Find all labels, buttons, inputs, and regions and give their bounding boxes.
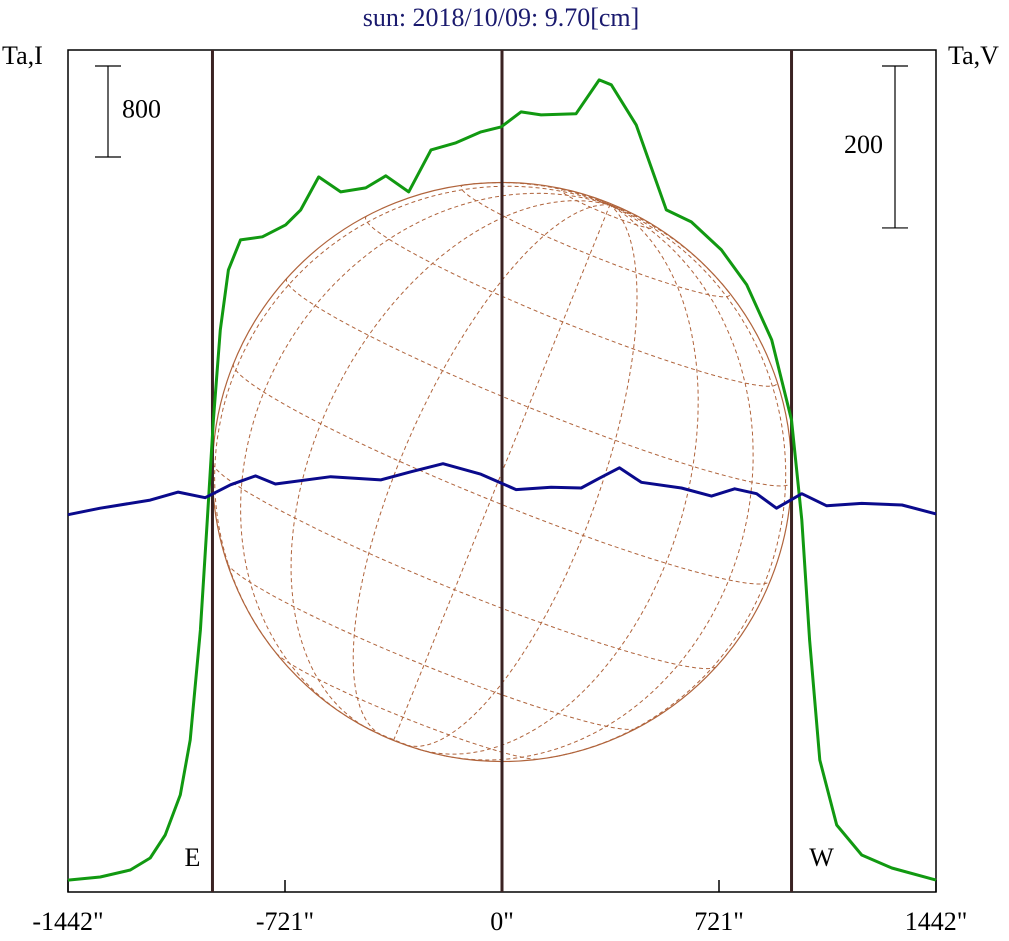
solar-grid-line — [240, 192, 611, 717]
y2-axis-label: Ta,V — [948, 41, 999, 70]
solar-grid-line — [285, 277, 792, 487]
solar-grid-line — [393, 204, 611, 741]
solar-grid-line — [406, 204, 638, 747]
solar-grid-line — [460, 184, 731, 298]
solar-disk-grid — [211, 181, 793, 763]
solar-grid-line — [549, 204, 787, 759]
x-tick-label: -721" — [256, 907, 314, 936]
solar-grid-line — [275, 652, 539, 760]
solar-grid-line — [443, 204, 754, 761]
solar-grid-line — [290, 200, 611, 731]
solar-grid-line — [364, 215, 778, 387]
solar-grid-line — [417, 204, 699, 755]
limb-label: W — [809, 843, 834, 872]
y-axis-label: Ta,I — [2, 41, 43, 70]
x-tick-label: 1442" — [905, 907, 968, 936]
solar-grid-line — [214, 185, 611, 645]
solar-grid-line — [212, 463, 717, 670]
solar-grid-line — [609, 204, 650, 224]
solar-grid-line — [352, 204, 610, 736]
x-tick-label: -1442" — [32, 907, 103, 936]
solar-grid-line — [226, 562, 637, 730]
solar-grid-line — [464, 182, 611, 206]
x-tick-label: 721" — [694, 907, 744, 936]
chart-title: sun: 2018/10/09: 9.70[cm] — [363, 3, 640, 32]
series-line — [67, 462, 937, 517]
scale-bar-label: 800 — [122, 94, 161, 123]
solar-grid-line — [232, 363, 771, 585]
scale-bar-label: 200 — [844, 130, 883, 159]
solar-grid-line — [609, 204, 729, 293]
solar-grid-line — [609, 204, 621, 209]
limb-label: E — [185, 843, 201, 872]
series-line — [67, 78, 937, 882]
x-tick-label: 0" — [490, 907, 514, 936]
solar-grid-line — [561, 189, 656, 229]
